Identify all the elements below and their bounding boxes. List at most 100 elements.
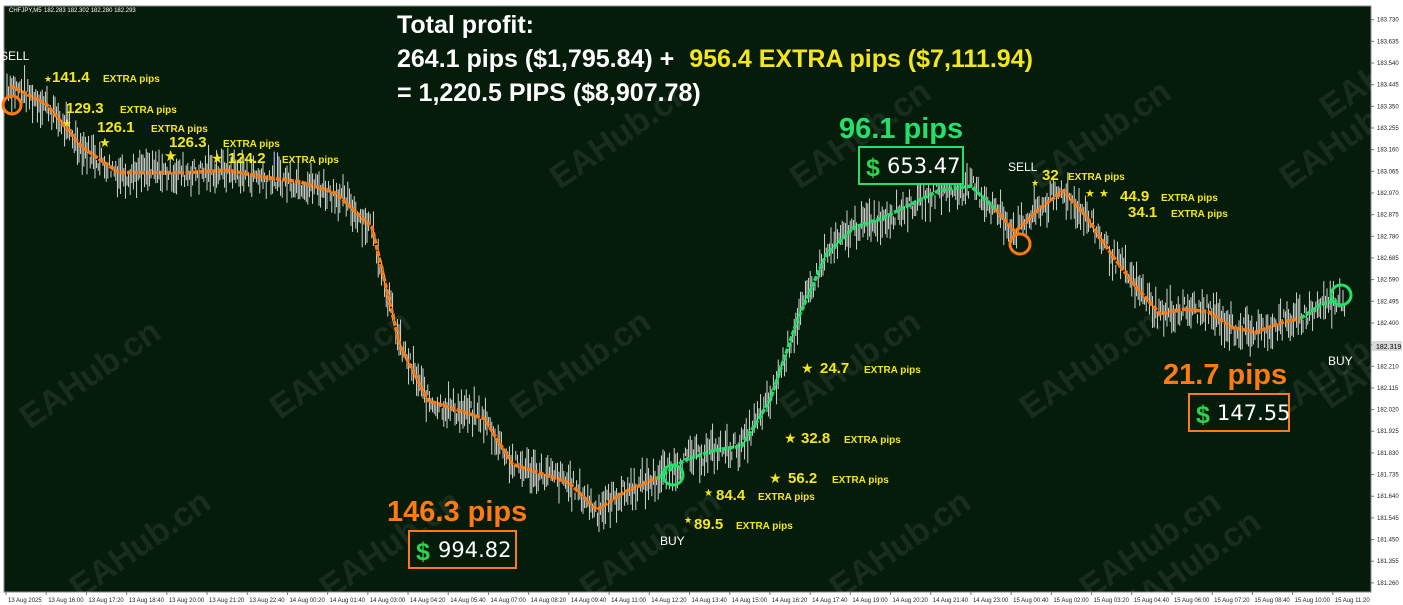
buy-entry-ring	[1329, 283, 1353, 307]
y-tick-label: 181.925	[1377, 429, 1399, 435]
x-tick-label: 14 Aug 23:00	[973, 598, 1009, 604]
extra-value: 32.8	[801, 430, 830, 447]
x-tick-label: 15 Aug 02:00	[1053, 598, 1089, 604]
result-box	[408, 530, 517, 569]
extra-pips-annotation: ★ 24.7 EXTRA pips	[801, 360, 921, 377]
extra-value: 34.1	[1128, 204, 1157, 221]
extra-pips-annotation: ★ 32 EXTRA pips	[1031, 167, 1125, 188]
x-tick-label: 14 Aug 19:00	[852, 598, 888, 604]
star-icon: ★	[44, 74, 52, 84]
signal-label: SELL	[0, 49, 30, 63]
extra-suffix: EXTRA pips	[1068, 172, 1125, 183]
dollar-icon: $	[416, 538, 430, 566]
extra-suffix: EXTRA pips	[736, 521, 793, 532]
dollar-icon: $	[1196, 401, 1210, 429]
x-tick-label: 14 Aug 09:40	[571, 598, 607, 604]
x-tick-label: 15 Aug 10:00	[1295, 598, 1331, 604]
x-tick-label: 13 Aug 2025	[8, 598, 42, 604]
y-tick-label: 183.255	[1377, 126, 1399, 132]
profit-extra: 956.4 EXTRA pips ($7,111.94)	[689, 45, 1033, 73]
y-tick-label: 182.495	[1377, 299, 1399, 305]
extra-value: 124.2	[228, 150, 266, 167]
extra-suffix: EXTRA pips	[120, 105, 177, 116]
result-pips: 96.1 pips	[839, 113, 963, 145]
y-tick-label: 183.350	[1377, 104, 1399, 110]
trend-line	[993, 188, 1301, 334]
trend-lines	[9, 84, 1338, 512]
x-tick-label: 14 Aug 00:20	[289, 598, 325, 604]
y-tick-label: 182.875	[1377, 213, 1399, 219]
extra-pips-annotation: ★ 84.4 EXTRA pips	[704, 487, 815, 504]
x-tick-label: 13 Aug 17:20	[88, 598, 124, 604]
x-tick-label: 13 Aug 21:20	[209, 598, 245, 604]
extra-suffix: EXTRA pips	[282, 155, 339, 166]
x-tick-label: 15 Aug 06:00	[1174, 598, 1210, 604]
y-tick-label: 181.450	[1377, 538, 1399, 544]
x-tick-label: 15 Aug 03:20	[1094, 598, 1130, 604]
extra-value: 84.4	[716, 487, 746, 504]
x-tick-label: 13 Aug 22:40	[249, 598, 285, 604]
y-tick-label: 182.590	[1377, 278, 1399, 284]
extra-value: 44.9	[1120, 188, 1149, 205]
star-icon: ★	[1099, 188, 1109, 200]
result-amount: 994.82	[438, 538, 511, 562]
signal-sell-1[interactable]: SELL	[0, 49, 30, 116]
star-icon: ★	[164, 148, 177, 165]
x-tick-label: 14 Aug 15:00	[732, 598, 768, 604]
x-tick-label: 15 Aug 04:40	[1134, 598, 1170, 604]
signal-sell-2[interactable]: SELL	[1008, 160, 1038, 256]
y-tick-label: 182.780	[1377, 234, 1399, 240]
profit-base: 264.1 pips ($1,795.84) +	[397, 45, 674, 73]
result-amount: 147.55	[1217, 401, 1290, 425]
y-tick-label: 182.970	[1377, 191, 1399, 197]
extra-suffix: EXTRA pips	[1171, 209, 1228, 220]
y-tick-label: 182.210	[1377, 364, 1399, 370]
star-icon: ★	[99, 135, 111, 150]
y-tick-label: 181.640	[1377, 494, 1399, 500]
result-trade-2: 96.1 pips $ 653.47	[839, 113, 964, 185]
current-price-tag: 182.319	[1372, 341, 1402, 351]
x-tick-label: 15 Aug 08:40	[1254, 598, 1290, 604]
trend-line	[656, 184, 997, 480]
time-axis: 13 Aug 2025 13 Aug 16:00 13 Aug 17:20 13 Au…	[5, 592, 1371, 604]
ohlc-info: 182.283 182.302 182.280 182.293	[44, 8, 136, 14]
signal-buy-2[interactable]: BUY	[1328, 283, 1353, 368]
y-tick-label: 181.735	[1377, 473, 1399, 479]
star-icon: ★	[684, 515, 692, 525]
y-tick-label: 182.115	[1377, 386, 1399, 392]
y-tick-label: 181.355	[1377, 559, 1399, 565]
y-tick-label: 181.830	[1377, 451, 1399, 457]
plot-border	[3, 5, 1372, 593]
extra-suffix: EXTRA pips	[864, 365, 921, 376]
sell-entry-ring	[1, 94, 23, 116]
price-axis: 183.730 183.635 183.540 183.445 183.350 183.2…	[1371, 18, 1399, 587]
extra-value: 129.3	[66, 100, 104, 117]
y-tick-label: 183.160	[1377, 148, 1399, 154]
x-tick-label: 13 Aug 16:00	[48, 598, 84, 604]
star-icon: ★	[211, 150, 224, 166]
extra-value: 126.1	[97, 119, 135, 136]
extra-value: 24.7	[820, 360, 849, 377]
star-icon: ★	[784, 430, 797, 446]
x-tick-label: 14 Aug 20:20	[893, 598, 929, 604]
extra-suffix: EXTRA pips	[103, 74, 160, 85]
profit-total: = 1,220.5 PIPS ($8,907.78)	[397, 79, 701, 107]
x-tick-label: 15 Aug 11:20	[1335, 598, 1371, 604]
extra-pips-annotation: ★	[62, 118, 72, 130]
extra-value: 56.2	[788, 470, 817, 487]
extra-pips-annotation: 129.3 EXTRA pips	[66, 100, 177, 117]
extra-suffix: EXTRA pips	[1161, 193, 1218, 204]
signal-buy-1[interactable]: BUY	[660, 463, 685, 548]
x-tick-label: 13 Aug 18:40	[129, 598, 165, 604]
y-tick-label: 181.260	[1377, 581, 1399, 587]
trend-line	[1299, 298, 1338, 320]
result-trade-3: 21.7 pips $ 147.55	[1163, 359, 1290, 432]
y-tick-label: 182.400	[1377, 321, 1399, 327]
x-tick-label: 14 Aug 12:20	[651, 598, 687, 604]
y-tick-label: 183.540	[1377, 61, 1399, 67]
symbol-info: CHFJPY,M5	[9, 8, 42, 14]
extra-pips-annotation: ★ 56.2 EXTRA pips	[769, 470, 889, 487]
x-tick-label: 14 Aug 05:40	[450, 598, 486, 604]
extra-value: 141.4	[52, 69, 90, 86]
